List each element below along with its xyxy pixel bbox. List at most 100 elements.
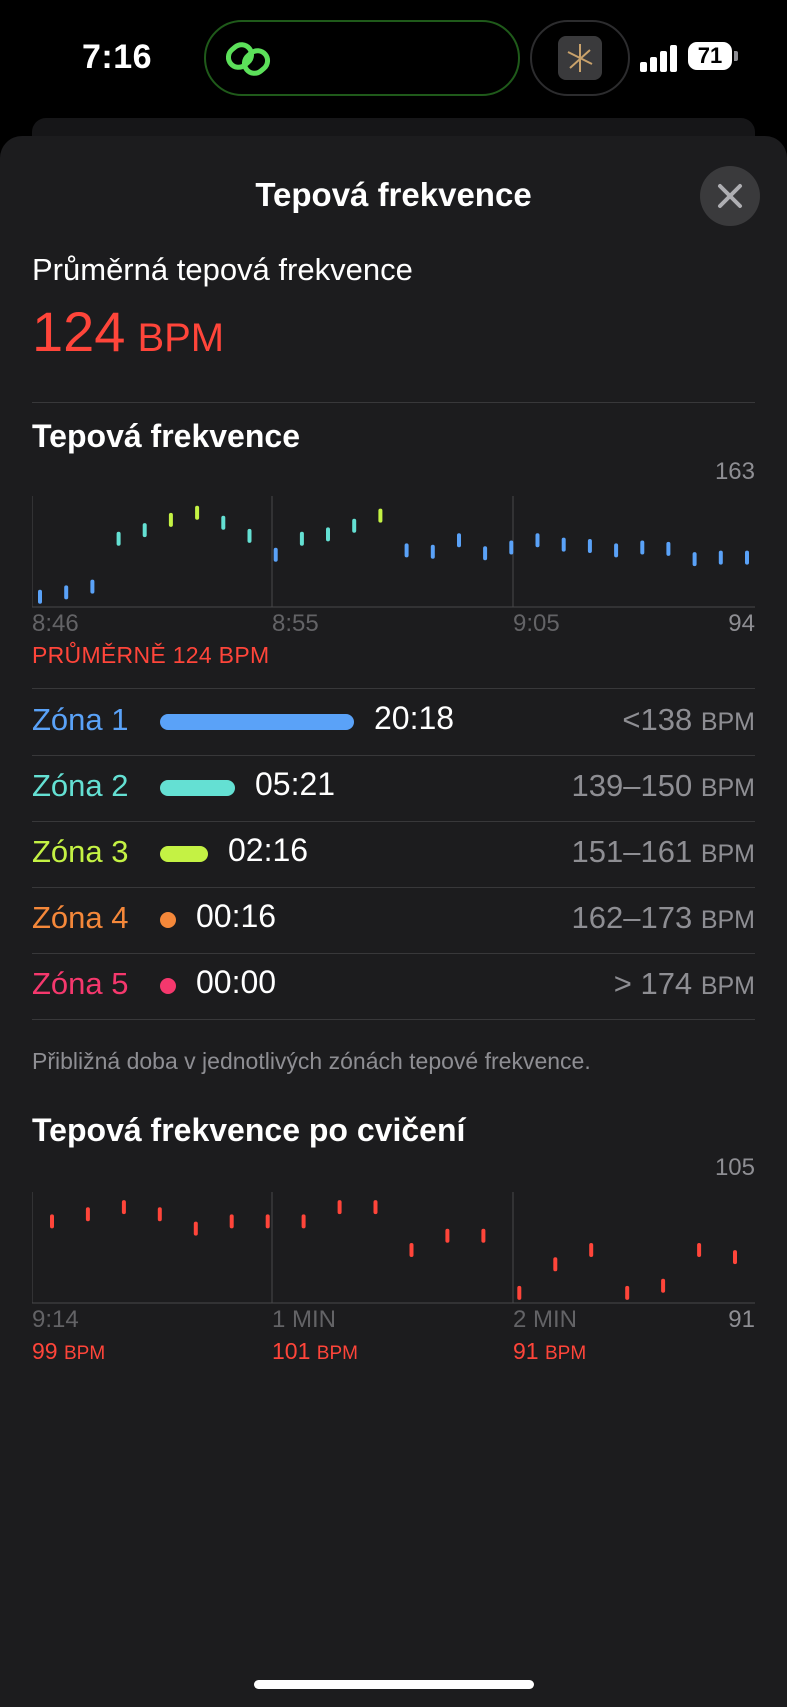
chart-point [142, 523, 147, 538]
figure-icon [567, 44, 593, 72]
chart-point [430, 544, 435, 559]
zone-range: 162–173 BPM [571, 900, 756, 935]
zone-row: Zóna 4 00:16 162–173 BPM [32, 888, 755, 954]
zone-name: Zóna 5 [32, 966, 129, 1001]
battery-icon: 71 [688, 42, 740, 72]
chart-point [168, 512, 173, 527]
chart-point [589, 1243, 594, 1257]
recovery-chart-min-label: 91 [728, 1306, 755, 1333]
chart-point [561, 537, 566, 552]
chart-point [445, 1228, 450, 1243]
zone-time: 00:00 [196, 964, 277, 1000]
status-time: 7:16 [82, 38, 153, 76]
average-hr-label: Průměrná tepová frekvence [32, 252, 413, 287]
zone-bar [160, 846, 208, 862]
average-hr-unit: BPM [137, 316, 225, 360]
chart-point [273, 547, 278, 562]
hr-x-label: 8:55 [272, 610, 319, 637]
dynamic-island[interactable] [204, 20, 520, 96]
chart-point [733, 1250, 737, 1265]
average-hr-number: 124 [32, 300, 126, 363]
chart-point [299, 531, 304, 546]
chart-point [116, 531, 121, 546]
chart-point [509, 540, 514, 555]
zone-row: Zóna 5 00:00 > 174 BPM [32, 954, 755, 1020]
recovery-value: 91 BPM [513, 1338, 587, 1364]
chart-point [38, 589, 42, 604]
chart-point [457, 533, 461, 548]
divider [32, 402, 755, 403]
recovery-chart-title: Tepová frekvence po cvičení [32, 1112, 466, 1148]
recovery-chart-x-axis: 9:14 1 MIN 2 MIN 91 [32, 1306, 755, 1336]
chart-point [587, 539, 592, 553]
home-indicator[interactable] [254, 1680, 534, 1689]
zone-time: 05:21 [255, 766, 336, 802]
recovery-x-label: 9:14 [32, 1306, 79, 1333]
chart-point [265, 1214, 270, 1229]
zone-row: Zóna 3 02:16 151–161 BPM [32, 822, 755, 888]
hr-x-label: 9:05 [513, 610, 560, 637]
recovery-value: 101 BPM [272, 1338, 358, 1364]
battery-level: 71 [688, 42, 732, 70]
zone-name: Zóna 1 [32, 702, 129, 737]
zone-time: 00:16 [196, 898, 277, 934]
hr-chart-title: Tepová frekvence [32, 418, 300, 454]
chart-point [373, 1200, 378, 1215]
hr-x-label: 8:46 [32, 610, 79, 637]
chart-point [625, 1285, 630, 1300]
cellular-signal-icon [640, 45, 677, 72]
live-activity-pill[interactable] [530, 20, 630, 96]
chart-point [247, 528, 252, 543]
chart-point [697, 1243, 702, 1257]
chart-point [718, 550, 723, 565]
chart-point [229, 1214, 234, 1229]
chart-point [535, 533, 540, 548]
chart-point [692, 552, 697, 567]
close-button[interactable] [700, 166, 760, 226]
zone-range: 139–150 BPM [571, 768, 756, 803]
zone-row: Zóna 2 05:21 139–150 BPM [32, 756, 755, 822]
zone-time: 20:18 [374, 700, 455, 736]
recovery-x-label: 1 MIN [272, 1306, 337, 1333]
zone-range: > 174 BPM [613, 966, 755, 1001]
chart-point [517, 1285, 522, 1300]
chart-point [404, 543, 409, 558]
hr-chart-min-label: 94 [728, 610, 755, 637]
zone-name: Zóna 2 [32, 768, 129, 803]
chart-point [193, 1221, 198, 1236]
zone-name: Zóna 4 [32, 900, 129, 935]
chart-point [326, 527, 330, 542]
zone-range: 151–161 BPM [571, 834, 756, 869]
chart-point [195, 505, 200, 520]
chart-point [481, 1228, 486, 1243]
chart-point [553, 1257, 558, 1272]
hr-chart-max-label: 163 [714, 458, 755, 485]
activity-thumbnail [558, 36, 602, 80]
zone-bar [160, 978, 176, 994]
chart-point [50, 1214, 54, 1229]
chart-point [661, 1278, 666, 1293]
chart-point [745, 550, 749, 565]
status-bar: 7:16 71 [0, 0, 787, 120]
chart-point [337, 1200, 342, 1215]
close-icon [718, 184, 742, 208]
recovery-chart-max-label: 105 [714, 1154, 755, 1181]
hr-chart-x-axis: 8:46 8:55 9:05 94 [32, 610, 755, 640]
hr-average-caption: PRŮMĚRNĚ 124 BPM [32, 642, 270, 668]
chart-point [64, 585, 69, 600]
chart-point [640, 540, 645, 555]
recovery-value: 99 BPM [32, 1338, 106, 1364]
zone-name: Zóna 3 [32, 834, 129, 869]
link-icon [225, 42, 271, 76]
chart-point [90, 579, 95, 594]
zone-range: <138 BPM [622, 702, 755, 737]
zone-bar [160, 714, 354, 730]
zone-row: Zóna 1 20:18 <138 BPM [32, 690, 755, 756]
chart-point [378, 508, 383, 523]
heart-rate-sheet: Tepová frekvence Průměrná tepová frekven… [0, 136, 787, 1707]
divider [32, 688, 755, 689]
chart-point [85, 1207, 90, 1222]
chart-point [666, 541, 671, 556]
chart-point [409, 1243, 414, 1257]
chart-point [352, 518, 357, 533]
